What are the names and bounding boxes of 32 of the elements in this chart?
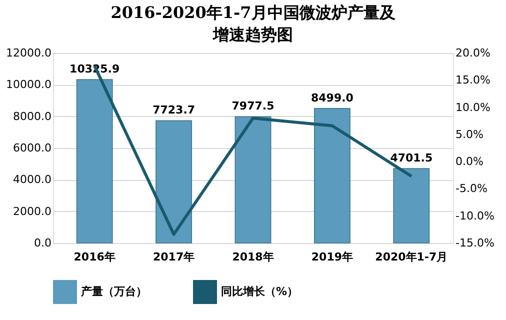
y-tick-label: 8000.0 [13,110,52,123]
data-label: 8499.0 [310,91,354,104]
y-tick-label: 2000.0 [13,204,52,218]
x-tick-label: 2019年 [311,250,354,264]
legend-label: 产量（万台） [80,285,147,298]
y2-tick-label: 10.0% [456,100,490,114]
y2-tick-label: 5.0% [456,128,484,141]
y-tick-label: 0.0 [34,236,52,250]
y2-tick-label: 20.0% [456,46,490,60]
bar [393,168,430,244]
x-tick-label: 2020年1-7月 [375,250,448,264]
y2-tick-label: -15.0% [456,236,494,250]
x-tick-label: 2018年 [232,250,274,264]
y-tick-label: 12000.0 [6,46,52,60]
bar [314,108,350,244]
bar [156,120,192,244]
legend-label: 同比增长（%） [221,285,298,298]
y2-tick-label: -10.0% [456,209,494,222]
y-tick-label: 4000.0 [13,173,52,186]
data-label: 4701.5 [390,152,433,165]
data-label: 7723.7 [152,104,196,117]
x-tick-label: 2017年 [152,250,195,264]
data-label: 7977.5 [232,100,274,113]
y2-tick-label: 15.0% [456,74,490,87]
y-tick-label: 6000.0 [13,142,52,154]
chart-title: 2016-2020年1-7月中国微波炉产量及增速趋势图 [110,3,396,44]
y2-tick-label: -5.0% [456,182,488,196]
y2-tick-label: 0.0% [456,155,484,168]
x-tick-label: 2016年 [74,250,116,264]
y-tick-label: 10000.0 [6,78,52,92]
bar [76,79,113,244]
bar [234,116,272,244]
